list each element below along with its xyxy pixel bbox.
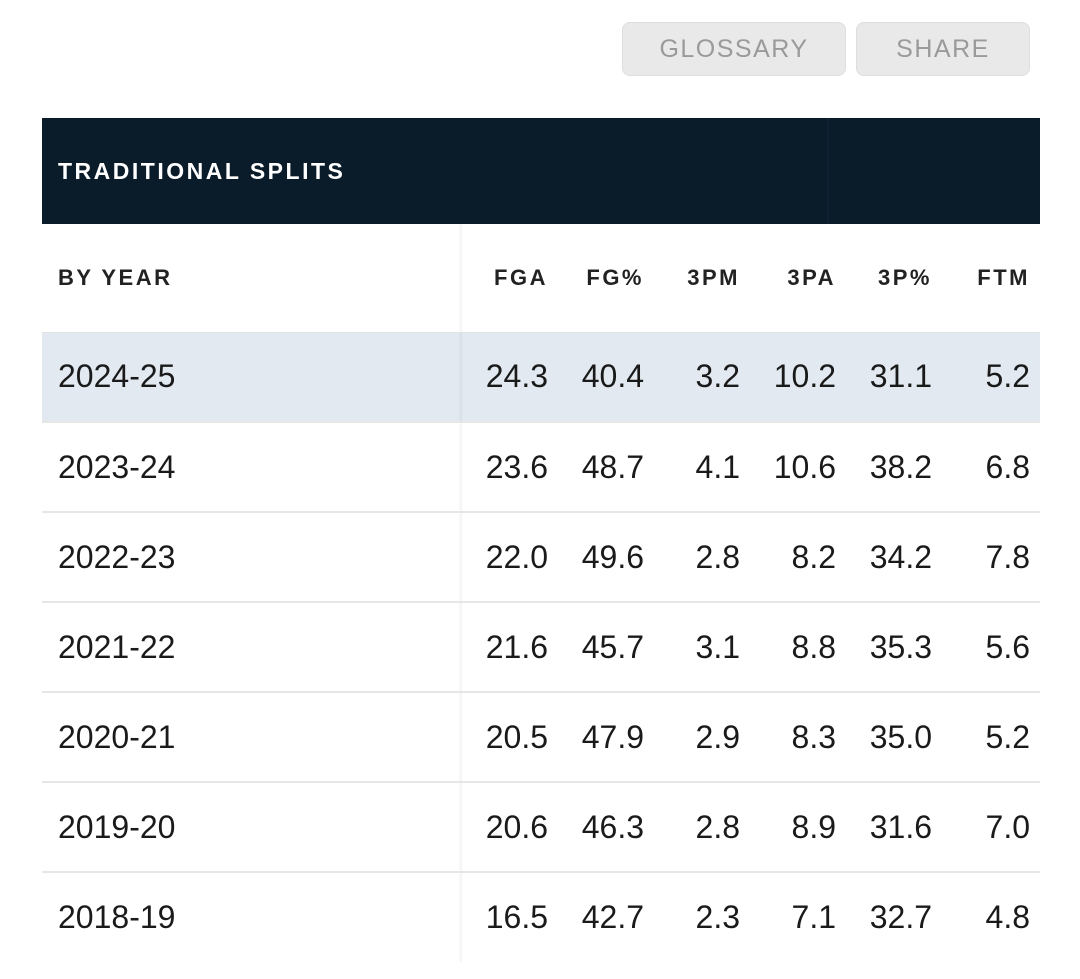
ftm-cell: 5.2: [985, 358, 1030, 395]
3p-pct-cell: 31.1: [869, 358, 932, 395]
3pm-cell: 2.8: [695, 808, 740, 845]
table-row: 2024-25 24.3 40.4 3.2 10.2 31.1 5.2: [42, 332, 1040, 422]
ftm-cell: 7.8: [985, 538, 1030, 575]
ftm-cell: 7.0: [985, 808, 1030, 845]
3pm-cell: 2.9: [695, 718, 740, 755]
table-row: 2022-23 22.0 49.6 2.8 8.2 34.2 7.8: [42, 512, 1040, 602]
column-header-ftm[interactable]: FTM: [942, 224, 1040, 333]
table-header-row: BY YEAR FGA FG% 3PM 3PA 3P% FTM: [42, 224, 1040, 333]
table-row: 2020-21 20.5 47.9 2.9 8.3 35.0 5.2: [42, 692, 1040, 782]
ftm-cell: 4.8: [985, 899, 1030, 935]
fg-pct-cell: 42.7: [581, 899, 644, 935]
table-row: 2021-22 21.6 45.7 3.1 8.8 35.3 5.6: [42, 602, 1040, 692]
column-header-fga[interactable]: FGA: [462, 224, 558, 333]
fg-pct-cell: 46.3: [581, 808, 644, 845]
3pm-cell: 3.2: [695, 358, 740, 395]
column-header-3pa[interactable]: 3PA: [750, 224, 846, 333]
share-button[interactable]: SHARE: [856, 22, 1030, 76]
fg-pct-cell: 47.9: [581, 718, 644, 755]
fga-cell: 22.0: [485, 538, 548, 575]
3pa-cell: 8.9: [791, 808, 836, 845]
table-row: 2019-20 20.6 46.3 2.8 8.9 31.6 7.0: [42, 782, 1040, 872]
panel-header: TRADITIONAL SPLITS: [42, 118, 1040, 224]
season-cell: 2019-20: [42, 782, 462, 872]
fga-cell: 24.3: [485, 358, 548, 395]
ftm-cell: 5.6: [985, 628, 1030, 665]
3pa-cell: 7.1: [791, 899, 836, 935]
fga-cell: 21.6: [485, 628, 548, 665]
3p-pct-cell: 32.7: [869, 899, 932, 935]
toolbar: GLOSSARY SHARE: [622, 22, 1030, 76]
table-row: 2023-24 23.6 48.7 4.1 10.6 38.2 6.8: [42, 422, 1040, 512]
column-header-3pm[interactable]: 3PM: [654, 224, 750, 333]
3pm-cell: 2.8: [695, 538, 740, 575]
fg-pct-cell: 48.7: [581, 448, 644, 485]
fg-pct-cell: 49.6: [581, 538, 644, 575]
3p-pct-cell: 38.2: [869, 448, 932, 485]
fg-pct-cell: 40.4: [581, 358, 644, 395]
3pa-cell: 10.6: [773, 448, 836, 485]
header-divider: [827, 118, 829, 224]
3pm-cell: 3.1: [695, 628, 740, 665]
3pm-cell: 2.3: [695, 899, 740, 935]
fga-cell: 23.6: [485, 448, 548, 485]
season-cell: 2021-22: [42, 602, 462, 692]
fga-cell: 20.5: [485, 718, 548, 755]
3pa-cell: 8.3: [791, 718, 836, 755]
column-header-by-year[interactable]: BY YEAR: [42, 224, 462, 333]
3p-pct-cell: 35.3: [869, 628, 932, 665]
fg-pct-cell: 45.7: [581, 628, 644, 665]
ftm-cell: 6.8: [985, 448, 1030, 485]
3p-pct-cell: 34.2: [869, 538, 932, 575]
3pa-cell: 8.8: [791, 628, 836, 665]
glossary-button[interactable]: GLOSSARY: [622, 22, 846, 76]
fga-cell: 16.5: [485, 899, 548, 935]
traditional-splits-panel: TRADITIONAL SPLITS BY YEAR FGA FG% 3PM 3…: [42, 118, 1040, 962]
splits-table: BY YEAR FGA FG% 3PM 3PA 3P% FTM 2024-25 2…: [42, 224, 1040, 962]
3p-pct-cell: 35.0: [869, 718, 932, 755]
column-header-3p-pct[interactable]: 3P%: [846, 224, 942, 333]
ftm-cell: 5.2: [985, 718, 1030, 755]
3pa-cell: 8.2: [791, 538, 836, 575]
table-row: 2018-19 16.5 42.7 2.3 7.1 32.7 4.8: [42, 872, 1040, 962]
panel-title: TRADITIONAL SPLITS: [58, 157, 346, 184]
fga-cell: 20.6: [485, 808, 548, 845]
column-header-fg-pct[interactable]: FG%: [558, 224, 654, 333]
season-cell: 2023-24: [42, 422, 462, 512]
3pa-cell: 10.2: [773, 358, 836, 395]
season-cell: 2018-19: [42, 872, 462, 962]
season-cell: 2024-25: [42, 332, 462, 422]
season-cell: 2020-21: [42, 692, 462, 782]
3pm-cell: 4.1: [695, 448, 740, 485]
3p-pct-cell: 31.6: [869, 808, 932, 845]
season-cell: 2022-23: [42, 512, 462, 602]
